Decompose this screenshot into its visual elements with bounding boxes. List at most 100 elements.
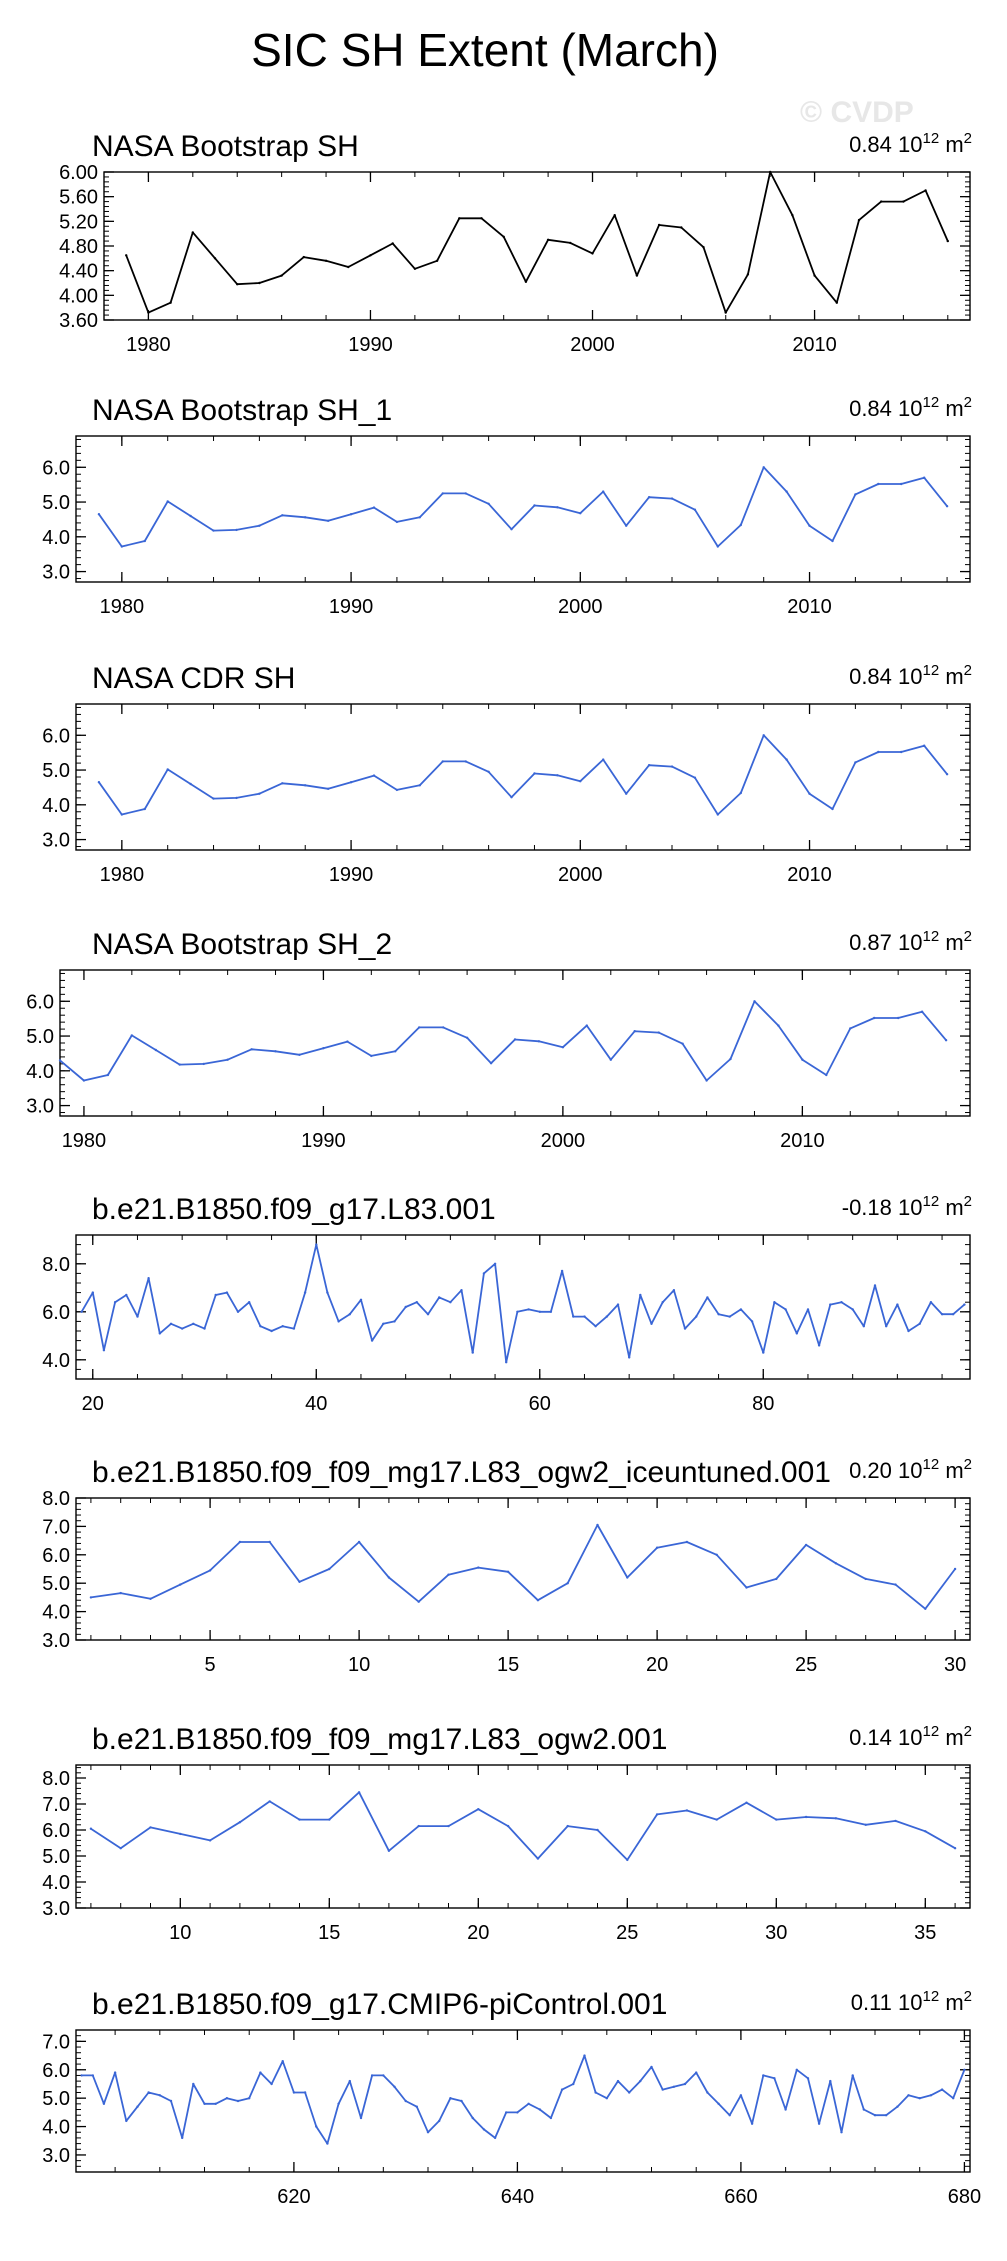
data-point [813, 274, 816, 277]
chart-panel-8: b.e21.B1850.f09_g17.CMIP6-piControl.001 0… [42, 1988, 981, 2208]
data-point [435, 259, 439, 262]
x-tick-label: 1990 [329, 596, 374, 618]
data-point [762, 2074, 765, 2077]
data-point [477, 1808, 480, 1811]
panel-title: NASA CDR SH [92, 662, 295, 695]
data-point [372, 774, 376, 777]
data-point [395, 788, 399, 792]
data-point [113, 1301, 117, 1304]
data-point [556, 506, 559, 509]
data-point [304, 516, 307, 519]
data-point [685, 1540, 689, 1544]
data-point [418, 1026, 421, 1029]
y-tick-label: 4.0 [42, 1350, 70, 1372]
data-point [487, 502, 490, 505]
data-point [655, 1813, 659, 1816]
data-point [236, 283, 239, 286]
stat-stat-unit-base: 10 [898, 664, 922, 689]
data-point [672, 2085, 676, 2088]
data-point [940, 2088, 944, 2091]
data-point [147, 1277, 150, 1280]
chart-panel-4: NASA Bootstrap SH_2 0.87 1012 m2 3.0 4.0 5.0… [26, 928, 972, 1152]
plot-frame [75, 703, 971, 851]
data-point [359, 2116, 363, 2120]
stat-stat-unit-exp: 12 [923, 1456, 940, 1473]
data-point [280, 274, 283, 277]
data-point [831, 807, 834, 811]
x-tick-label: 2000 [558, 864, 603, 886]
data-point [804, 1543, 808, 1547]
data-point [505, 2111, 508, 2114]
x-tick-label: 2010 [792, 334, 837, 356]
data-point [650, 1322, 653, 1326]
y-tick-label: 4.0 [42, 527, 70, 549]
data-point [527, 1308, 530, 1311]
data-point [862, 2108, 865, 2111]
data-point [418, 516, 421, 519]
data-point [97, 781, 101, 784]
data-point [464, 760, 467, 763]
data-point [327, 519, 330, 522]
data-point [357, 1540, 361, 1544]
data-point [655, 1546, 659, 1549]
stat-stat-unit-base: 10 [898, 396, 922, 421]
data-point [817, 2122, 821, 2125]
data-point [136, 1315, 139, 1318]
data-point [538, 2108, 541, 2111]
data-point [213, 257, 217, 260]
data-point [442, 1026, 445, 1029]
data-point [784, 2108, 787, 2111]
data-point [633, 1030, 636, 1033]
data-point [465, 1036, 469, 1040]
stat-stat-unit-tail: m [945, 132, 963, 157]
data-point [441, 760, 444, 763]
x-tick-label: 30 [944, 1654, 966, 1676]
data-point [647, 764, 651, 767]
y-tick-label: 3.0 [42, 1898, 70, 1920]
y-tick-label: 4.80 [59, 236, 98, 258]
data-point [120, 545, 124, 548]
x-tick-label: 640 [501, 2186, 534, 2208]
data-point [693, 508, 697, 511]
data-point [924, 1830, 927, 1833]
data-point [89, 1596, 93, 1599]
data-point [695, 2071, 698, 2074]
data-point [417, 1824, 420, 1828]
stat-stat-value: 0.84 [849, 132, 892, 157]
data-point [147, 2091, 150, 2094]
data-point [415, 2105, 418, 2108]
x-tick-label: 2010 [780, 1130, 825, 1152]
stat-stat-unit-base: 10 [898, 1990, 922, 2015]
data-point [596, 1828, 599, 1832]
data-point [639, 2079, 642, 2083]
y-tick-label: 6.0 [26, 991, 54, 1013]
data-point [417, 1600, 420, 1603]
data-point [566, 1824, 569, 1828]
data-point [784, 1308, 787, 1311]
data-point [203, 2102, 206, 2105]
data-point [685, 1809, 689, 1812]
data-point [80, 1310, 83, 1314]
data-point [208, 1839, 212, 1842]
data-point [179, 1583, 182, 1586]
data-point [773, 2077, 776, 2080]
data-point [298, 1053, 301, 1057]
stat-stat-unit-exp: 12 [923, 394, 940, 411]
data-point [945, 773, 949, 776]
plot-frame [75, 2029, 971, 2173]
data-point [102, 1349, 106, 1352]
data-point [628, 2091, 631, 2094]
data-point [877, 750, 880, 754]
data-point [834, 1817, 838, 1820]
data-point [369, 254, 372, 257]
data-point [635, 274, 639, 277]
data-point [864, 1823, 867, 1827]
data-point [516, 1310, 519, 1314]
data-point [572, 1315, 575, 1318]
data-point [315, 1243, 318, 1246]
y-tick-label: 7.0 [42, 1794, 70, 1816]
data-point [58, 1059, 62, 1062]
data-point [382, 2074, 385, 2077]
data-point [315, 2125, 318, 2128]
data-point [438, 1296, 441, 1299]
